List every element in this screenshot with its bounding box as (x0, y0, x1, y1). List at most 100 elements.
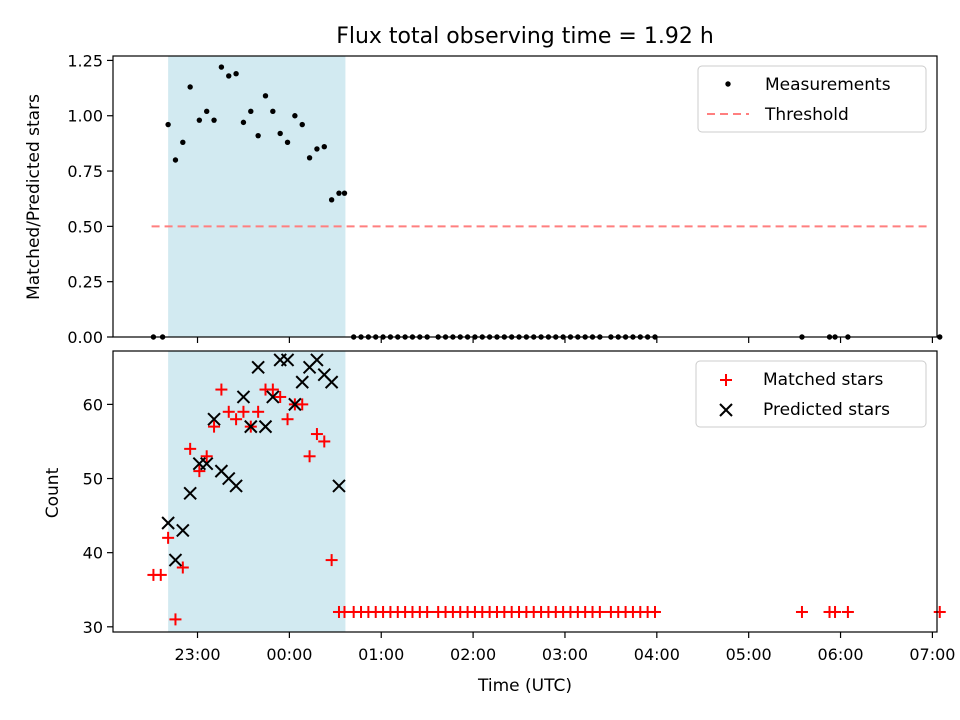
y-tick-label: 0.75 (67, 162, 103, 181)
predicted-star-point (236, 390, 251, 404)
y-tick-label: 60 (83, 395, 103, 414)
matched-star-point (252, 405, 265, 418)
matched-star-point (200, 450, 213, 463)
legend-threshold-label: Threshold (764, 105, 849, 125)
predicted-star-point (310, 353, 324, 367)
predicted-star-point (168, 553, 183, 567)
predicted-star-point (251, 360, 265, 375)
bottom-x-axis: 23:00 00:00 01:00 02:00 03:00 04:00 05:00 06:00… (174, 632, 955, 664)
y-tick-label: 1.25 (67, 51, 103, 70)
matched-star-point (303, 450, 316, 463)
matched-star-point (296, 398, 309, 411)
measurement-point (172, 157, 179, 163)
measurement-point (196, 117, 203, 123)
y-tick-label: 0.00 (67, 328, 103, 347)
y-tick-label: 50 (83, 470, 103, 489)
matched-star-point (222, 405, 235, 418)
matched-star-point (193, 465, 206, 478)
y-tick-label: 1.00 (67, 107, 103, 126)
x-tick-label: 03:00 (542, 645, 588, 664)
matched-star-point (318, 435, 331, 448)
x-tick-label: 23:00 (174, 645, 220, 664)
measurement-point (284, 139, 291, 145)
predicted-star-point (280, 353, 295, 367)
bottom-axes-frame (112, 350, 938, 633)
predicted-star-point (229, 479, 243, 493)
measurement-point (218, 64, 225, 70)
matched-star-point (829, 605, 842, 618)
matched-star-point (593, 605, 606, 618)
predicted-star-point (176, 523, 190, 538)
matched-star-point (421, 605, 434, 618)
predicted-star-point (295, 375, 309, 389)
predicted-star-point (332, 479, 346, 493)
measurement-point (314, 146, 320, 152)
measurement-point (226, 73, 232, 79)
matched-star-point (215, 383, 228, 396)
measurement-point (262, 93, 269, 99)
top-panel: 0.00 0.25 0.50 0.75 1.00 1.25 Matched/Predict… (24, 51, 943, 347)
bottom-y-axis-label: Count (43, 467, 63, 518)
measurement-point (203, 108, 210, 115)
legend-measurements-label: Measurements (765, 75, 891, 95)
matched-star-point (154, 568, 167, 581)
bottom-window-band (168, 351, 346, 632)
measurement-point (180, 139, 186, 145)
matched-star-point (230, 413, 243, 426)
measurement-point (292, 113, 298, 119)
predicted-star-point (324, 375, 339, 389)
matched-star-point (274, 390, 287, 403)
matched-star-point (648, 605, 661, 618)
top-y-axis: 0.00 0.25 0.50 0.75 1.00 1.25 (67, 51, 113, 347)
measurement-point (299, 121, 305, 128)
y-tick-label: 0.50 (67, 217, 103, 236)
measurement-point (306, 155, 313, 161)
measurement-point (165, 121, 171, 128)
legend-matched-label: Matched stars (763, 370, 883, 390)
predicted-star-point (199, 456, 214, 471)
predicted-star-point (288, 397, 302, 412)
measurement-point (248, 108, 254, 115)
measurement-point (336, 190, 342, 196)
matched-star-point (933, 605, 946, 618)
x-tick-label: 04:00 (634, 645, 680, 664)
measurement-point (255, 132, 261, 139)
matched-star-point (310, 428, 323, 441)
predicted-star-point (161, 516, 175, 530)
x-tick-label: 07:00 (909, 645, 955, 664)
predicted-star-point (258, 419, 273, 434)
x-axis-label: Time (UTC) (477, 676, 572, 696)
matched-star-point (266, 383, 279, 396)
top-axes-frame (112, 55, 938, 338)
measurement-point (211, 117, 217, 123)
top-y-axis-label: Matched/Predicted stars (24, 94, 44, 300)
bottom-y-axis: 30 40 50 60 (83, 395, 113, 637)
matched-star-point (281, 413, 294, 426)
predicted-star-point (183, 486, 197, 501)
measurement-point (328, 197, 335, 203)
y-tick-label: 40 (83, 544, 103, 563)
top-x-ticks (196, 337, 934, 343)
bottom-legend: Matched stars Predicted stars (695, 360, 927, 428)
x-tick-label: 00:00 (266, 645, 312, 664)
matched-star-point (237, 405, 250, 418)
measurement-point (187, 84, 193, 90)
predicted-star-point (244, 419, 258, 434)
matched-star-point (176, 561, 189, 574)
matched-star-point (208, 420, 221, 433)
predicted-star-point (207, 412, 221, 426)
legend-predicted-marker (719, 403, 733, 417)
x-tick-label: 01:00 (358, 645, 404, 664)
top-legend: Measurements Threshold (697, 65, 927, 133)
x-tick-label: 06:00 (817, 645, 863, 664)
matched-star-point (184, 442, 197, 455)
matched-star-point (795, 605, 808, 618)
legend-matched-marker (720, 374, 732, 386)
matched-star-point (162, 531, 175, 544)
matched-star-point (841, 605, 854, 618)
measurement-point (937, 334, 943, 340)
measurement-point (270, 108, 276, 115)
top-window-band (168, 56, 346, 337)
x-tick-label: 02:00 (450, 645, 496, 664)
